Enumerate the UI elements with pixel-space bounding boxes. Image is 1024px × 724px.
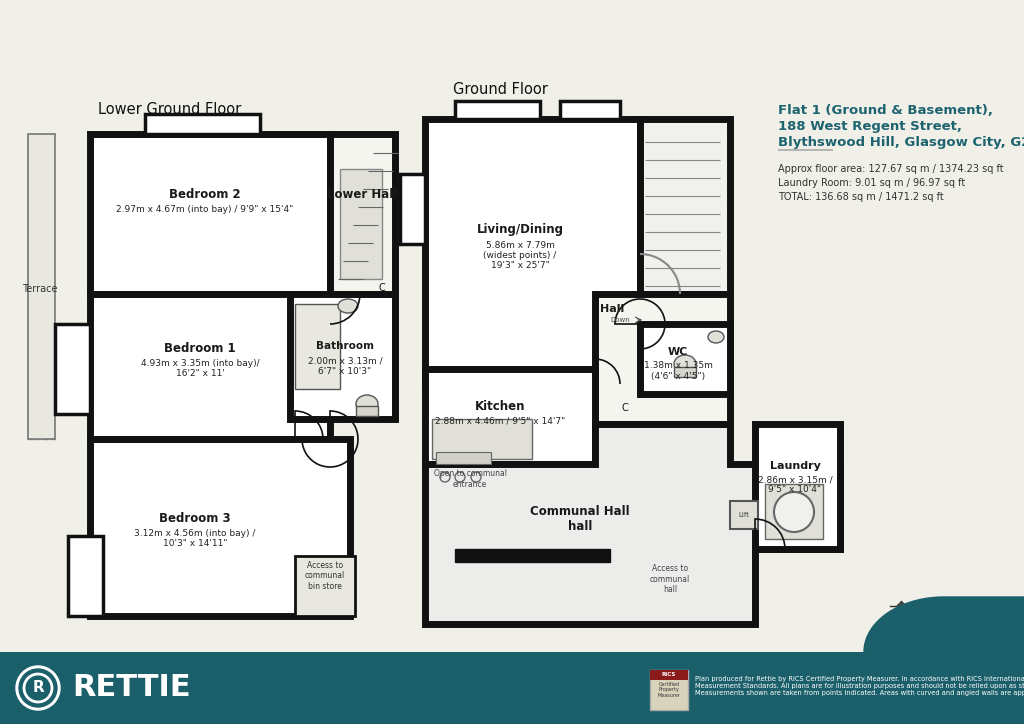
Text: Indicates area of: Indicates area of: [915, 620, 991, 628]
Polygon shape: [425, 424, 840, 624]
Ellipse shape: [356, 395, 378, 413]
Text: R: R: [32, 681, 44, 696]
Text: (4'6" x 4'5"): (4'6" x 4'5"): [651, 371, 706, 381]
Bar: [356, 406, 378, 416]
Text: 9'5" x 10'4": 9'5" x 10'4": [768, 486, 821, 494]
Bar: [340, 169, 382, 279]
Bar: [765, 484, 823, 539]
Text: Blythswood Hill, Glasgow City, G2 4RU: Blythswood Hill, Glasgow City, G2 4RU: [778, 136, 1024, 149]
Polygon shape: [90, 134, 330, 294]
Bar: [674, 367, 696, 377]
Text: RICS: RICS: [662, 673, 676, 678]
Ellipse shape: [674, 355, 696, 373]
Polygon shape: [290, 294, 395, 419]
Polygon shape: [425, 119, 640, 384]
Text: 19'3" x 25'7": 19'3" x 25'7": [490, 261, 549, 271]
Polygon shape: [425, 369, 595, 464]
Text: (widest points) /: (widest points) /: [483, 251, 557, 261]
Bar: [295, 304, 340, 389]
Text: Bathroom: Bathroom: [316, 341, 374, 351]
Circle shape: [19, 669, 57, 707]
Polygon shape: [640, 119, 730, 294]
Text: WC: WC: [668, 347, 688, 357]
Circle shape: [774, 492, 814, 532]
Text: Kitchen: Kitchen: [475, 400, 525, 413]
Text: Access to
communal
bin store: Access to communal bin store: [305, 561, 345, 591]
Text: 188 West Regent Street,: 188 West Regent Street,: [778, 120, 962, 133]
Bar: [55, 324, 90, 414]
Text: 16'2" x 11': 16'2" x 11': [175, 369, 224, 379]
Text: Lift: Lift: [738, 512, 750, 518]
Bar: [68, 536, 103, 616]
Bar: [432, 419, 532, 459]
Text: 10'3" x 14'11": 10'3" x 14'11": [163, 539, 227, 549]
Text: C: C: [622, 403, 629, 413]
Text: Lower Hall: Lower Hall: [327, 188, 397, 201]
Text: 1.38m x 1.35m: 1.38m x 1.35m: [643, 361, 713, 371]
Text: 3.12m x 4.56m (into bay) /: 3.12m x 4.56m (into bay) /: [134, 529, 256, 539]
Bar: [730, 501, 758, 529]
Bar: [145, 114, 260, 134]
Bar: [0, 652, 1024, 724]
Bar: [650, 670, 688, 710]
Circle shape: [16, 666, 60, 710]
Polygon shape: [330, 134, 395, 294]
Bar: [650, 670, 688, 680]
Bar: [560, 101, 620, 119]
Text: 2.97m x 4.67m (into bay) / 9'9" x 15'4": 2.97m x 4.67m (into bay) / 9'9" x 15'4": [117, 204, 294, 214]
Text: C: C: [379, 283, 385, 293]
Text: Terrace: Terrace: [23, 284, 57, 294]
Text: Approx floor area: 127.67 sq m / 1374.23 sq ft: Approx floor area: 127.67 sq m / 1374.23…: [778, 164, 1004, 174]
Text: Lower Ground Floor: Lower Ground Floor: [98, 101, 242, 117]
Text: Living/Dining: Living/Dining: [476, 222, 563, 235]
Text: Limited Use Space: Limited Use Space: [915, 631, 999, 641]
Text: Laundry: Laundry: [770, 461, 820, 471]
Text: Certified
Property
Measurer: Certified Property Measurer: [657, 682, 681, 699]
Text: 4.93m x 3.35m (into bay)/: 4.93m x 3.35m (into bay)/: [140, 360, 259, 369]
Bar: [890, 622, 910, 642]
Text: Laundry Room: 9.01 sq m / 96.97 sq ft: Laundry Room: 9.01 sq m / 96.97 sq ft: [778, 178, 966, 188]
Polygon shape: [755, 424, 840, 549]
Text: Plan produced for Rettie by RICS Certified Property Measurer. In accordance with: Plan produced for Rettie by RICS Certifi…: [695, 676, 1024, 696]
Polygon shape: [90, 439, 350, 616]
Text: 2.88m x 4.46m / 9'5" x 14'7": 2.88m x 4.46m / 9'5" x 14'7": [435, 416, 565, 426]
Polygon shape: [595, 294, 730, 424]
Text: Bedroom 2: Bedroom 2: [169, 188, 241, 201]
Bar: [455, 101, 540, 119]
Ellipse shape: [708, 331, 724, 343]
Text: 2.86m x 3.15m /: 2.86m x 3.15m /: [758, 476, 833, 484]
Text: Ground Floor: Ground Floor: [453, 82, 548, 96]
Polygon shape: [864, 597, 1024, 652]
Text: TOTAL: 136.68 sq m / 1471.2 sq ft: TOTAL: 136.68 sq m / 1471.2 sq ft: [778, 192, 944, 202]
Bar: [455, 549, 610, 562]
Text: 2.00m x 3.13m /: 2.00m x 3.13m /: [307, 356, 382, 366]
Text: Measurement point: Measurement point: [915, 602, 1004, 610]
Ellipse shape: [338, 299, 358, 313]
Bar: [400, 174, 425, 244]
Text: 6'7" x 10'3": 6'7" x 10'3": [318, 366, 372, 376]
Text: Hall: Hall: [600, 304, 624, 314]
Text: Communal Hall
hall: Communal Hall hall: [530, 505, 630, 533]
Text: Bedroom 3: Bedroom 3: [159, 513, 230, 526]
Text: Access to
communal
hall: Access to communal hall: [650, 564, 690, 594]
Text: RETTIE: RETTIE: [72, 673, 190, 702]
Text: Bedroom 1: Bedroom 1: [164, 342, 236, 355]
Bar: [436, 452, 490, 464]
Polygon shape: [90, 294, 330, 439]
Bar: [295, 556, 355, 616]
Polygon shape: [640, 324, 730, 394]
Text: Flat 1 (Ground & Basement),: Flat 1 (Ground & Basement),: [778, 104, 993, 117]
Polygon shape: [28, 134, 55, 439]
Text: Down: Down: [610, 317, 630, 323]
Text: 5.86m x 7.79m: 5.86m x 7.79m: [485, 242, 554, 251]
Text: Open to communal
entrance: Open to communal entrance: [433, 469, 507, 489]
